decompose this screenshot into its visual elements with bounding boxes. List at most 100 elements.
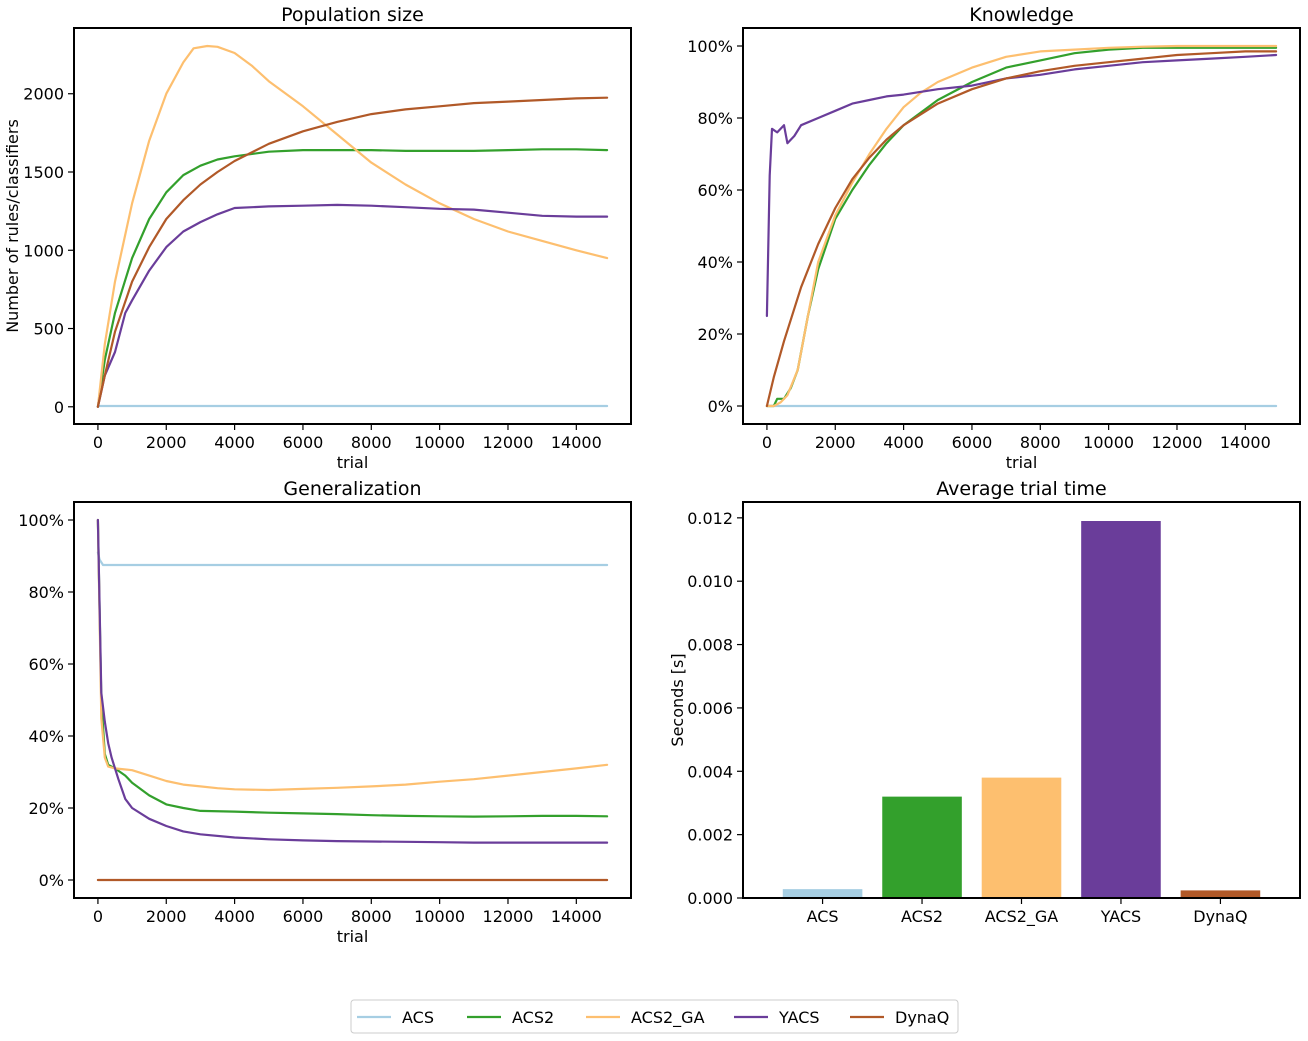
axes-frame bbox=[73, 501, 632, 899]
series-line-yacs bbox=[96, 203, 609, 408]
y-tick-label: 60% bbox=[28, 655, 64, 674]
x-tick-label: 10000 bbox=[414, 907, 465, 926]
x-tick-label: 4000 bbox=[214, 433, 255, 452]
x-tick-label: 8000 bbox=[351, 433, 392, 452]
series-line-acs2_ga bbox=[765, 44, 1278, 408]
y-tick-label: 0 bbox=[54, 398, 64, 417]
y-tick-label: 0.004 bbox=[687, 762, 733, 781]
x-axis-label: trial bbox=[1006, 453, 1038, 472]
series-line-acs2 bbox=[96, 148, 609, 408]
axes-frame bbox=[73, 27, 632, 425]
x-tick-label: 2000 bbox=[146, 433, 187, 452]
x-tick-label: 10000 bbox=[1083, 433, 1134, 452]
bar-acs bbox=[782, 889, 863, 898]
y-axis-label: Number of rules/classifiers bbox=[3, 119, 22, 333]
y-tick-label: 100% bbox=[687, 37, 733, 56]
x-tick-label: 2000 bbox=[146, 907, 187, 926]
y-tick-label: 0% bbox=[708, 397, 733, 416]
legend-item-acs2_ga: ACS2_GA bbox=[586, 1008, 705, 1028]
y-tick-label: 0.010 bbox=[687, 572, 733, 591]
series-line-yacs bbox=[96, 518, 609, 844]
x-tick-label: 0 bbox=[93, 433, 103, 452]
panel-title-population: Population size bbox=[281, 4, 424, 26]
x-tick-label: 6000 bbox=[283, 907, 324, 926]
x-tick-label: 10000 bbox=[414, 433, 465, 452]
x-tick-label-yacs: YACS bbox=[1100, 907, 1142, 926]
y-tick-label: 0.000 bbox=[687, 889, 733, 908]
bar-yacs bbox=[1081, 521, 1161, 898]
legend-label: DynaQ bbox=[895, 1008, 949, 1027]
y-tick-label: 20% bbox=[697, 325, 733, 344]
x-tick-label: 6000 bbox=[283, 433, 324, 452]
panel-trial-time: Average trial time ACS ACS2 ACS2_GA YACS Dyna… bbox=[668, 478, 1301, 927]
x-tick-label: 12000 bbox=[483, 433, 534, 452]
legend-label: ACS2_GA bbox=[631, 1008, 705, 1028]
x-tick-label: 12000 bbox=[483, 907, 534, 926]
y-tick-label: 1500 bbox=[23, 163, 64, 182]
legend-item-yacs: YACS bbox=[734, 1008, 820, 1027]
series-line-acs2_ga bbox=[96, 44, 609, 408]
y-tick-label: 80% bbox=[28, 583, 64, 602]
y-tick-label: 60% bbox=[697, 181, 733, 200]
legend-item-dynaq: DynaQ bbox=[850, 1008, 949, 1027]
x-tick-label: 4000 bbox=[214, 907, 255, 926]
y-tick-label: 80% bbox=[697, 109, 733, 128]
x-tick-label-acs2: ACS2 bbox=[901, 907, 943, 926]
series-line-acs2_ga bbox=[96, 518, 609, 792]
x-tick-label: 6000 bbox=[952, 433, 993, 452]
y-tick-label: 1000 bbox=[23, 241, 64, 260]
axes-frame bbox=[742, 501, 1301, 899]
series-line-yacs bbox=[765, 53, 1278, 318]
x-tick-label-acs2_ga: ACS2_GA bbox=[985, 907, 1059, 927]
y-tick-label: 0.012 bbox=[687, 509, 733, 528]
y-tick-label: 20% bbox=[28, 799, 64, 818]
y-tick-label: 500 bbox=[33, 320, 64, 339]
x-tick-label: 8000 bbox=[1020, 433, 1061, 452]
legend-label: ACS2 bbox=[512, 1008, 554, 1027]
y-tick-label: 40% bbox=[697, 253, 733, 272]
y-axis-label: Seconds [s] bbox=[668, 653, 687, 746]
x-tick-label: 12000 bbox=[1152, 433, 1203, 452]
legend-item-acs: ACS bbox=[357, 1008, 434, 1027]
panel-title-trial-time: Average trial time bbox=[936, 478, 1107, 500]
x-tick-label: 4000 bbox=[883, 433, 924, 452]
panel-title-generalization: Generalization bbox=[283, 478, 421, 500]
x-tick-label: 14000 bbox=[551, 907, 602, 926]
legend-box bbox=[350, 999, 959, 1034]
panel-title-knowledge: Knowledge bbox=[969, 4, 1073, 26]
x-tick-label: 0 bbox=[93, 907, 103, 926]
y-tick-label: 100% bbox=[18, 511, 64, 530]
y-tick-label: 0.008 bbox=[687, 636, 733, 655]
legend-item-acs2: ACS2 bbox=[467, 1008, 554, 1027]
x-tick-label: 8000 bbox=[351, 907, 392, 926]
panel-knowledge: Knowledge 0 2000 4000 6000 8000 10000 12000 1400… bbox=[687, 4, 1301, 472]
panel-generalization: Generalization 0 2000 4000 6000 8000 10000 1200… bbox=[18, 478, 632, 946]
y-tick-label: 0.002 bbox=[687, 826, 733, 845]
series-line-dynaq bbox=[765, 50, 1278, 408]
x-tick-label-dynaq: DynaQ bbox=[1193, 907, 1247, 926]
series-group bbox=[96, 44, 609, 408]
x-axis-label: trial bbox=[337, 927, 369, 946]
x-tick-label: 14000 bbox=[1220, 433, 1271, 452]
x-tick-label-acs: ACS bbox=[807, 907, 839, 926]
legend: ACS ACS2 ACS2_GA YACS DynaQ bbox=[350, 999, 959, 1034]
y-tick-label: 2000 bbox=[23, 85, 64, 104]
bar-acs2 bbox=[882, 796, 962, 898]
series-group bbox=[765, 44, 1278, 408]
bar-dynaq bbox=[1180, 890, 1261, 898]
y-tick-label: 0.006 bbox=[687, 699, 733, 718]
legend-label: ACS bbox=[402, 1008, 434, 1027]
axes-frame bbox=[742, 27, 1301, 425]
y-tick-label: 0% bbox=[39, 871, 64, 890]
x-tick-label: 2000 bbox=[815, 433, 856, 452]
legend-label: YACS bbox=[778, 1008, 820, 1027]
series-line-dynaq bbox=[96, 96, 609, 408]
x-tick-label: 0 bbox=[762, 433, 772, 452]
x-axis-label: trial bbox=[337, 453, 369, 472]
y-tick-label: 40% bbox=[28, 727, 64, 746]
series-group bbox=[96, 518, 609, 882]
x-tick-label: 14000 bbox=[551, 433, 602, 452]
